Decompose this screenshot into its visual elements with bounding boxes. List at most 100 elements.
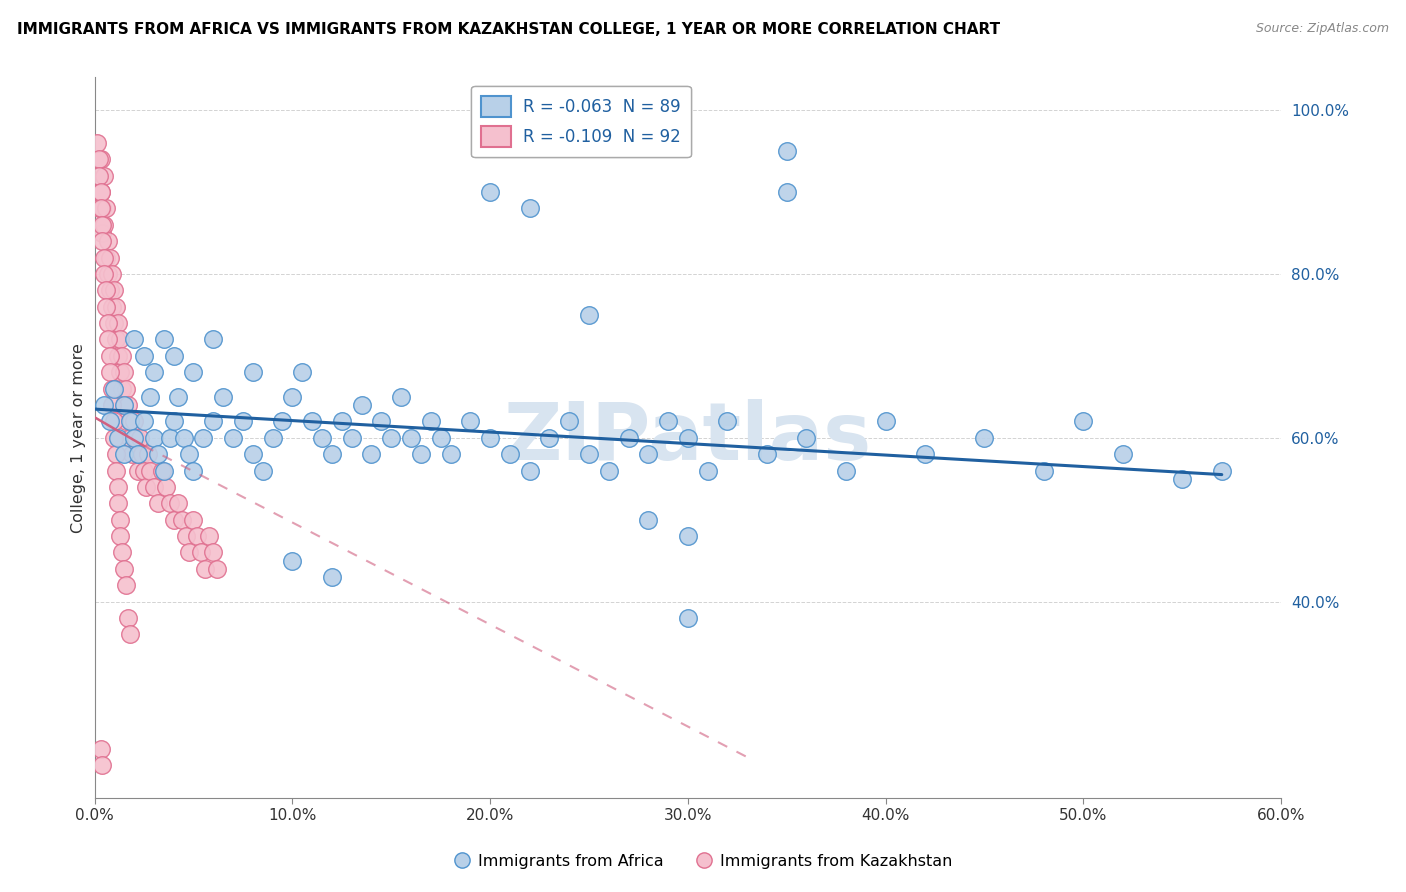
- Point: [146, 447, 169, 461]
- Point: [112, 365, 135, 379]
- Point: [87, 169, 110, 183]
- Point: [91, 226, 114, 240]
- Point: [637, 513, 659, 527]
- Point: [89, 185, 111, 199]
- Legend: R = -0.063  N = 89, R = -0.109  N = 92: R = -0.063 N = 89, R = -0.109 N = 92: [471, 86, 690, 157]
- Point: [183, 513, 205, 527]
- Point: [132, 414, 155, 428]
- Point: [291, 365, 314, 379]
- Point: [242, 447, 264, 461]
- Point: [370, 414, 392, 428]
- Point: [139, 390, 162, 404]
- Point: [193, 431, 215, 445]
- Point: [132, 463, 155, 477]
- Point: [340, 431, 363, 445]
- Point: [519, 463, 541, 477]
- Point: [103, 382, 125, 396]
- Point: [163, 414, 186, 428]
- Point: [110, 529, 132, 543]
- Point: [973, 431, 995, 445]
- Point: [120, 414, 142, 428]
- Point: [202, 414, 225, 428]
- Point: [281, 553, 304, 567]
- Point: [232, 414, 254, 428]
- Point: [696, 463, 718, 477]
- Point: [183, 365, 205, 379]
- Point: [419, 414, 441, 428]
- Point: [89, 153, 111, 167]
- Point: [150, 463, 173, 477]
- Point: [409, 447, 432, 461]
- Point: [360, 447, 382, 461]
- Point: [1073, 414, 1095, 428]
- Legend: Immigrants from Africa, Immigrants from Kazakhstan: Immigrants from Africa, Immigrants from …: [447, 847, 959, 875]
- Point: [716, 414, 738, 428]
- Point: [107, 480, 129, 494]
- Point: [115, 578, 138, 592]
- Point: [159, 431, 181, 445]
- Point: [142, 431, 165, 445]
- Point: [242, 365, 264, 379]
- Point: [835, 463, 858, 477]
- Point: [755, 447, 778, 461]
- Point: [129, 431, 152, 445]
- Point: [107, 431, 129, 445]
- Point: [122, 431, 145, 445]
- Point: [479, 431, 502, 445]
- Point: [458, 414, 481, 428]
- Point: [166, 496, 188, 510]
- Point: [179, 447, 201, 461]
- Point: [598, 463, 620, 477]
- Point: [107, 496, 129, 510]
- Point: [186, 529, 208, 543]
- Point: [142, 480, 165, 494]
- Point: [91, 202, 114, 216]
- Point: [112, 447, 135, 461]
- Point: [676, 431, 699, 445]
- Point: [96, 251, 118, 265]
- Point: [96, 300, 118, 314]
- Point: [439, 447, 461, 461]
- Point: [174, 529, 197, 543]
- Point: [125, 431, 148, 445]
- Point: [796, 431, 818, 445]
- Text: IMMIGRANTS FROM AFRICA VS IMMIGRANTS FROM KAZAKHSTAN COLLEGE, 1 YEAR OR MORE COR: IMMIGRANTS FROM AFRICA VS IMMIGRANTS FRO…: [17, 22, 1000, 37]
- Point: [617, 431, 640, 445]
- Point: [117, 398, 139, 412]
- Point: [136, 447, 159, 461]
- Point: [202, 545, 225, 559]
- Point: [429, 431, 451, 445]
- Point: [301, 414, 323, 428]
- Point: [101, 267, 124, 281]
- Point: [100, 365, 122, 379]
- Point: [89, 202, 111, 216]
- Point: [1112, 447, 1135, 461]
- Point: [91, 758, 114, 772]
- Point: [194, 562, 217, 576]
- Point: [101, 300, 124, 314]
- Point: [105, 300, 128, 314]
- Point: [139, 463, 162, 477]
- Point: [281, 390, 304, 404]
- Point: [155, 480, 177, 494]
- Point: [110, 365, 132, 379]
- Point: [103, 431, 125, 445]
- Point: [1032, 463, 1054, 477]
- Point: [112, 562, 135, 576]
- Point: [212, 390, 235, 404]
- Text: Source: ZipAtlas.com: Source: ZipAtlas.com: [1256, 22, 1389, 36]
- Point: [100, 251, 122, 265]
- Point: [252, 463, 274, 477]
- Point: [111, 349, 134, 363]
- Point: [127, 463, 149, 477]
- Point: [399, 431, 422, 445]
- Point: [914, 447, 936, 461]
- Point: [558, 414, 581, 428]
- Point: [111, 545, 134, 559]
- Point: [875, 414, 897, 428]
- Point: [205, 562, 228, 576]
- Point: [93, 267, 115, 281]
- Point: [115, 414, 138, 428]
- Point: [112, 398, 135, 412]
- Point: [146, 496, 169, 510]
